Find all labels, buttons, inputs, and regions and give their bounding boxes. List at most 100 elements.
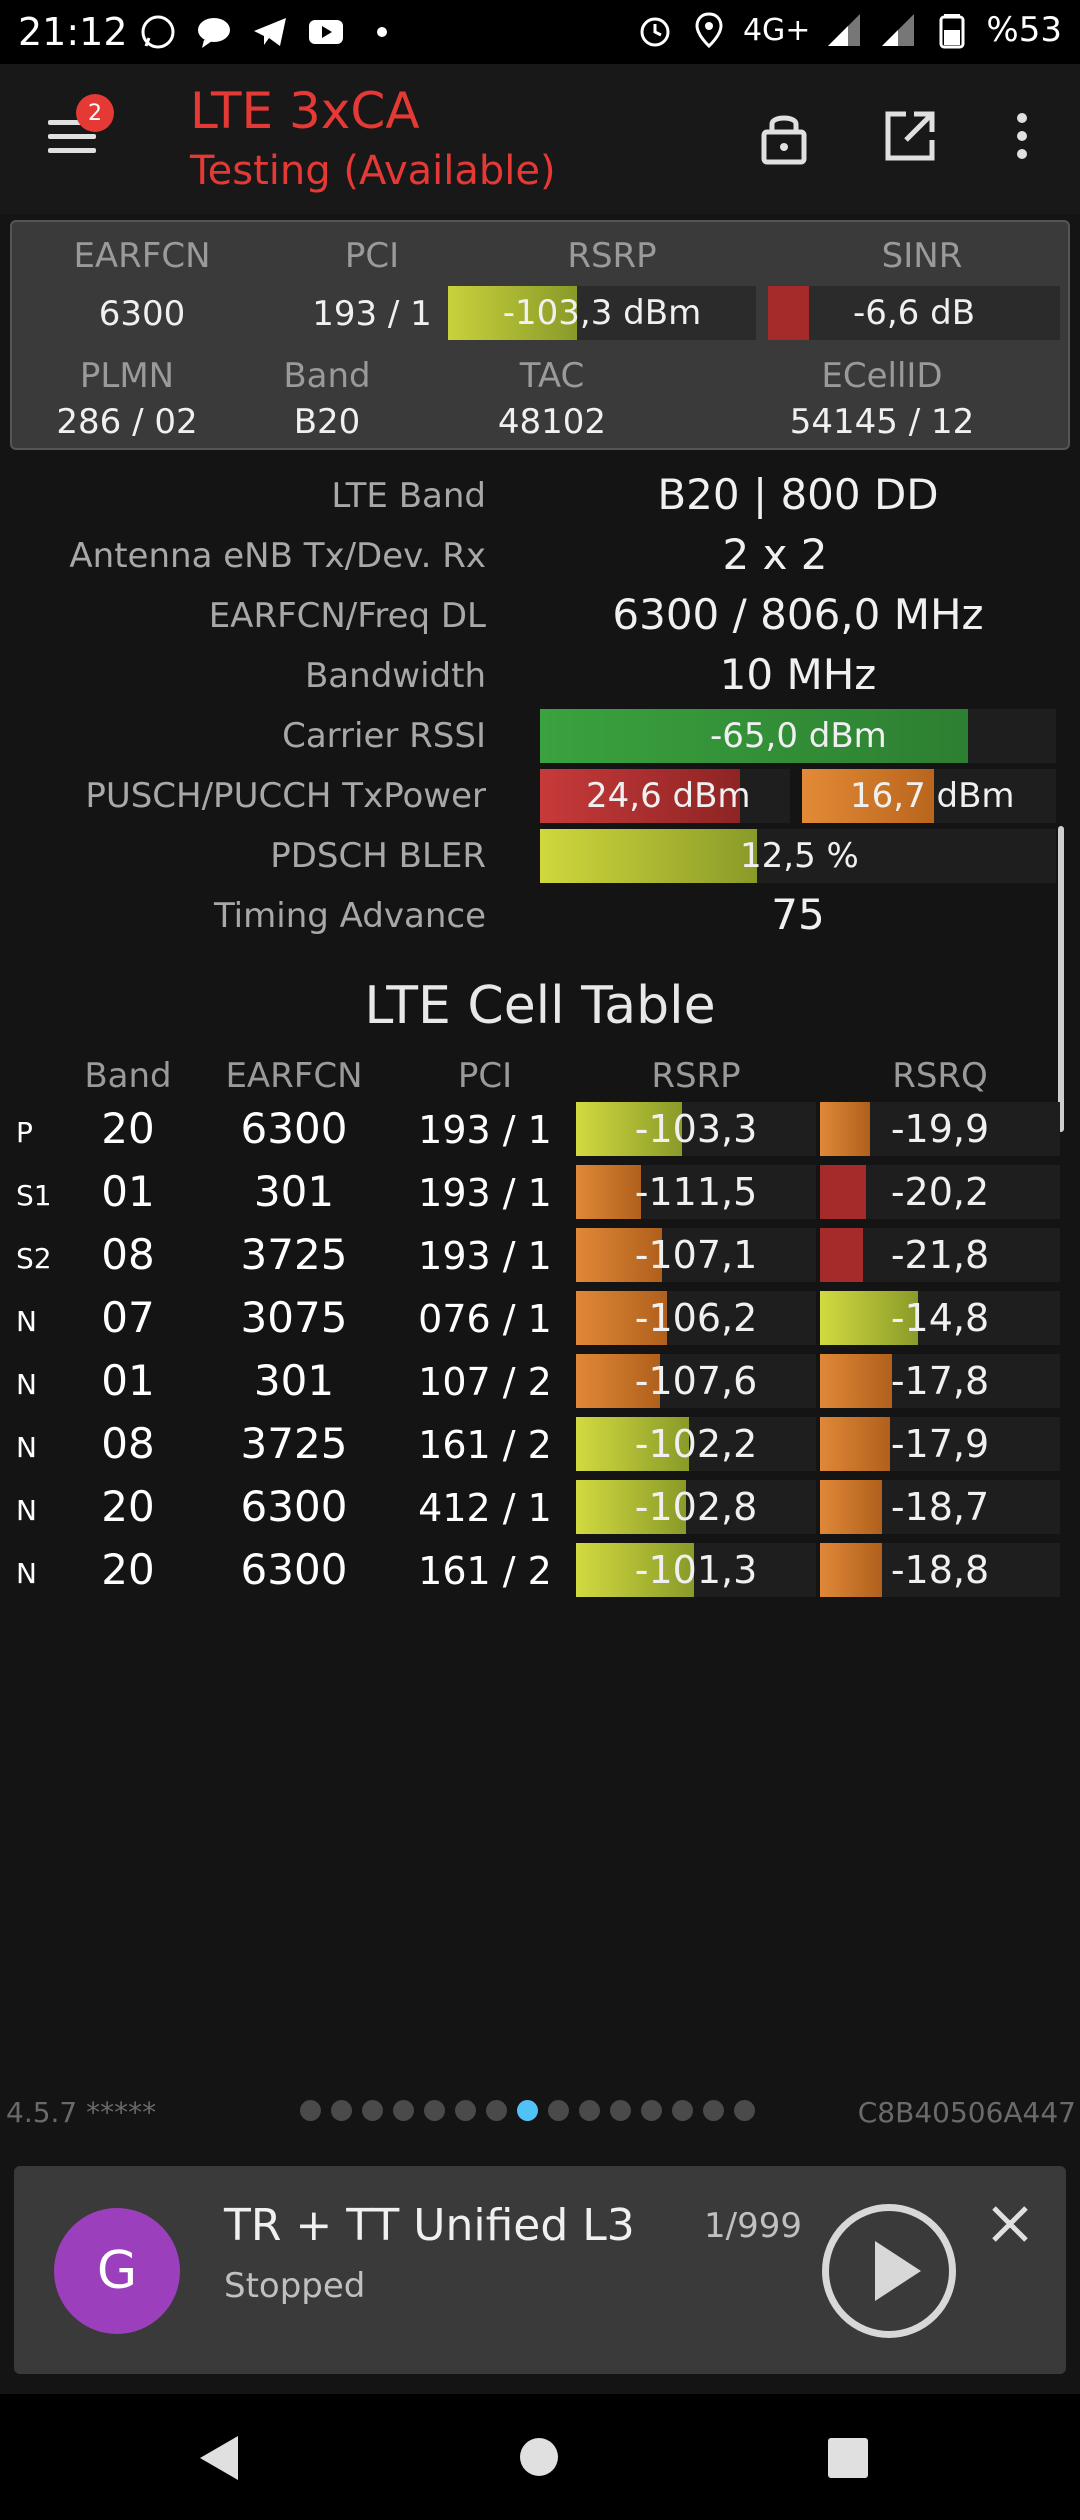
recent-apps-icon[interactable] <box>828 2438 868 2478</box>
open-external-icon[interactable] <box>878 104 942 168</box>
cell-rsrq-fill <box>820 1354 892 1408</box>
scrollbar[interactable] <box>1058 826 1064 1132</box>
close-icon[interactable] <box>986 2200 1034 2248</box>
header-sinr: SINR <box>881 236 963 276</box>
device-id: C8B40506A447 <box>857 2096 1076 2129</box>
media-notification[interactable]: G TR + TT Unified L3 Stopped 1/999 <box>14 2166 1066 2374</box>
cell-pci: 193 / 1 <box>418 1108 552 1152</box>
col-rsrp: RSRP <box>651 1056 741 1096</box>
media-title: TR + TT Unified L3 <box>224 2200 635 2251</box>
page-dot[interactable] <box>300 2100 321 2121</box>
lock-icon[interactable] <box>752 104 816 168</box>
timing-advance-label: Timing Advance <box>213 896 486 936</box>
page-dot[interactable] <box>703 2100 724 2121</box>
bler-bar: 12,5 % <box>540 829 1056 883</box>
cell-rsrq-bar: -14,8 <box>820 1291 1060 1345</box>
cell-rsrq-value: -21,8 <box>890 1233 990 1277</box>
cell-rsrp-fill <box>576 1102 682 1156</box>
cell-rsrq-value: -20,2 <box>890 1170 990 1214</box>
cell-type: N <box>16 1557 37 1590</box>
sinr-bar: -6,6 dB <box>768 286 1060 340</box>
col-pci: PCI <box>457 1056 513 1096</box>
pucch-bar: 16,7 dBm <box>802 769 1056 823</box>
cell-type: N <box>16 1368 37 1401</box>
page-dot[interactable] <box>424 2100 445 2121</box>
antenna-label: Antenna eNB Tx/Dev. Rx <box>69 536 486 576</box>
bler-bar-fill <box>540 829 757 883</box>
rsrp-bar-fill <box>448 286 578 340</box>
bler-label: PDSCH BLER <box>270 836 486 876</box>
battery-level: %53 <box>986 10 1062 50</box>
cell-earfcn: 6300 <box>240 1545 348 1594</box>
cell-rsrq-fill <box>820 1480 882 1534</box>
rssi-bar-fill <box>540 709 969 763</box>
cell-rsrq-fill <box>820 1543 882 1597</box>
cell-band: 01 <box>101 1167 155 1216</box>
timing-advance-value: 75 <box>771 890 825 939</box>
pucch-value: 16,7 dBm <box>850 776 1015 816</box>
cell-earfcn: 6300 <box>240 1482 348 1531</box>
back-icon[interactable] <box>200 2436 238 2480</box>
more-options-icon[interactable] <box>990 104 1054 168</box>
pci-value: 193 / 1 <box>312 294 432 334</box>
cell-rsrp-bar: -103,3 <box>576 1102 816 1156</box>
cell-rsrp-value: -107,6 <box>634 1359 758 1403</box>
cell-type: N <box>16 1494 37 1527</box>
cell-earfcn: 301 <box>253 1356 335 1405</box>
cell-band: 07 <box>101 1293 155 1342</box>
tac-value: 48102 <box>497 402 607 442</box>
cell-rsrp-fill <box>576 1291 667 1345</box>
cell-rsrp-bar: -107,1 <box>576 1228 816 1282</box>
page-dot[interactable] <box>579 2100 600 2121</box>
cell-rsrp-bar: -102,8 <box>576 1480 816 1534</box>
media-count: 1/999 <box>704 2206 802 2246</box>
telegram-icon <box>254 18 286 46</box>
cell-rsrp-fill <box>576 1354 660 1408</box>
cell-rsrq-bar: -18,8 <box>820 1543 1060 1597</box>
cell-rsrq-value: -18,7 <box>890 1485 990 1529</box>
header-ecellid: ECellID <box>821 356 943 396</box>
page-dot[interactable] <box>486 2100 507 2121</box>
whatsapp-icon <box>141 15 175 49</box>
cell-rsrp-value: -106,2 <box>634 1296 758 1340</box>
home-icon[interactable] <box>520 2438 558 2476</box>
pusch-bar-fill <box>540 769 740 823</box>
band-value: B20 <box>293 402 361 442</box>
cell-rsrp-fill <box>576 1543 694 1597</box>
cell-rsrp-value: -111,5 <box>634 1170 758 1214</box>
cell-pci: 193 / 1 <box>418 1234 552 1278</box>
app-bar: 2 LTE 3xCA Testing (Available) <box>0 64 1080 214</box>
cell-band: 20 <box>101 1482 155 1531</box>
bandwidth-value: 10 MHz <box>719 650 877 699</box>
cell-rsrq-bar: -17,8 <box>820 1354 1060 1408</box>
cell-rsrp-bar: -106,2 <box>576 1291 816 1345</box>
rssi-bar: -65,0 dBm <box>540 709 1056 763</box>
cell-rsrq-fill <box>820 1291 918 1345</box>
page-dot[interactable] <box>672 2100 693 2121</box>
cell-pci: 161 / 2 <box>418 1423 552 1467</box>
earfcn-freq-label: EARFCN/Freq DL <box>208 596 486 636</box>
page-dot[interactable] <box>548 2100 569 2121</box>
rssi-label: Carrier RSSI <box>282 716 486 756</box>
page-dot[interactable] <box>393 2100 414 2121</box>
cell-rsrq-bar: -20,2 <box>820 1165 1060 1219</box>
cell-earfcn: 3075 <box>240 1293 348 1342</box>
page-dot[interactable] <box>362 2100 383 2121</box>
page-dot[interactable] <box>734 2100 755 2121</box>
play-button[interactable] <box>822 2204 956 2338</box>
cell-band: 08 <box>101 1230 155 1279</box>
page-indicator <box>300 2100 755 2121</box>
ecellid-value: 54145 / 12 <box>789 402 975 442</box>
cell-rsrp-fill <box>576 1228 662 1282</box>
cell-rsrq-bar: -18,7 <box>820 1480 1060 1534</box>
menu-button[interactable] <box>40 108 104 168</box>
page-dot[interactable] <box>517 2100 538 2121</box>
page-dot[interactable] <box>331 2100 352 2121</box>
page-dot[interactable] <box>641 2100 662 2121</box>
page-dot[interactable] <box>610 2100 631 2121</box>
cell-rsrq-bar: -19,9 <box>820 1102 1060 1156</box>
page-dot[interactable] <box>455 2100 476 2121</box>
plmn-value: 286 / 02 <box>56 402 198 442</box>
bandwidth-label: Bandwidth <box>304 656 486 696</box>
alarm-icon <box>640 17 670 47</box>
